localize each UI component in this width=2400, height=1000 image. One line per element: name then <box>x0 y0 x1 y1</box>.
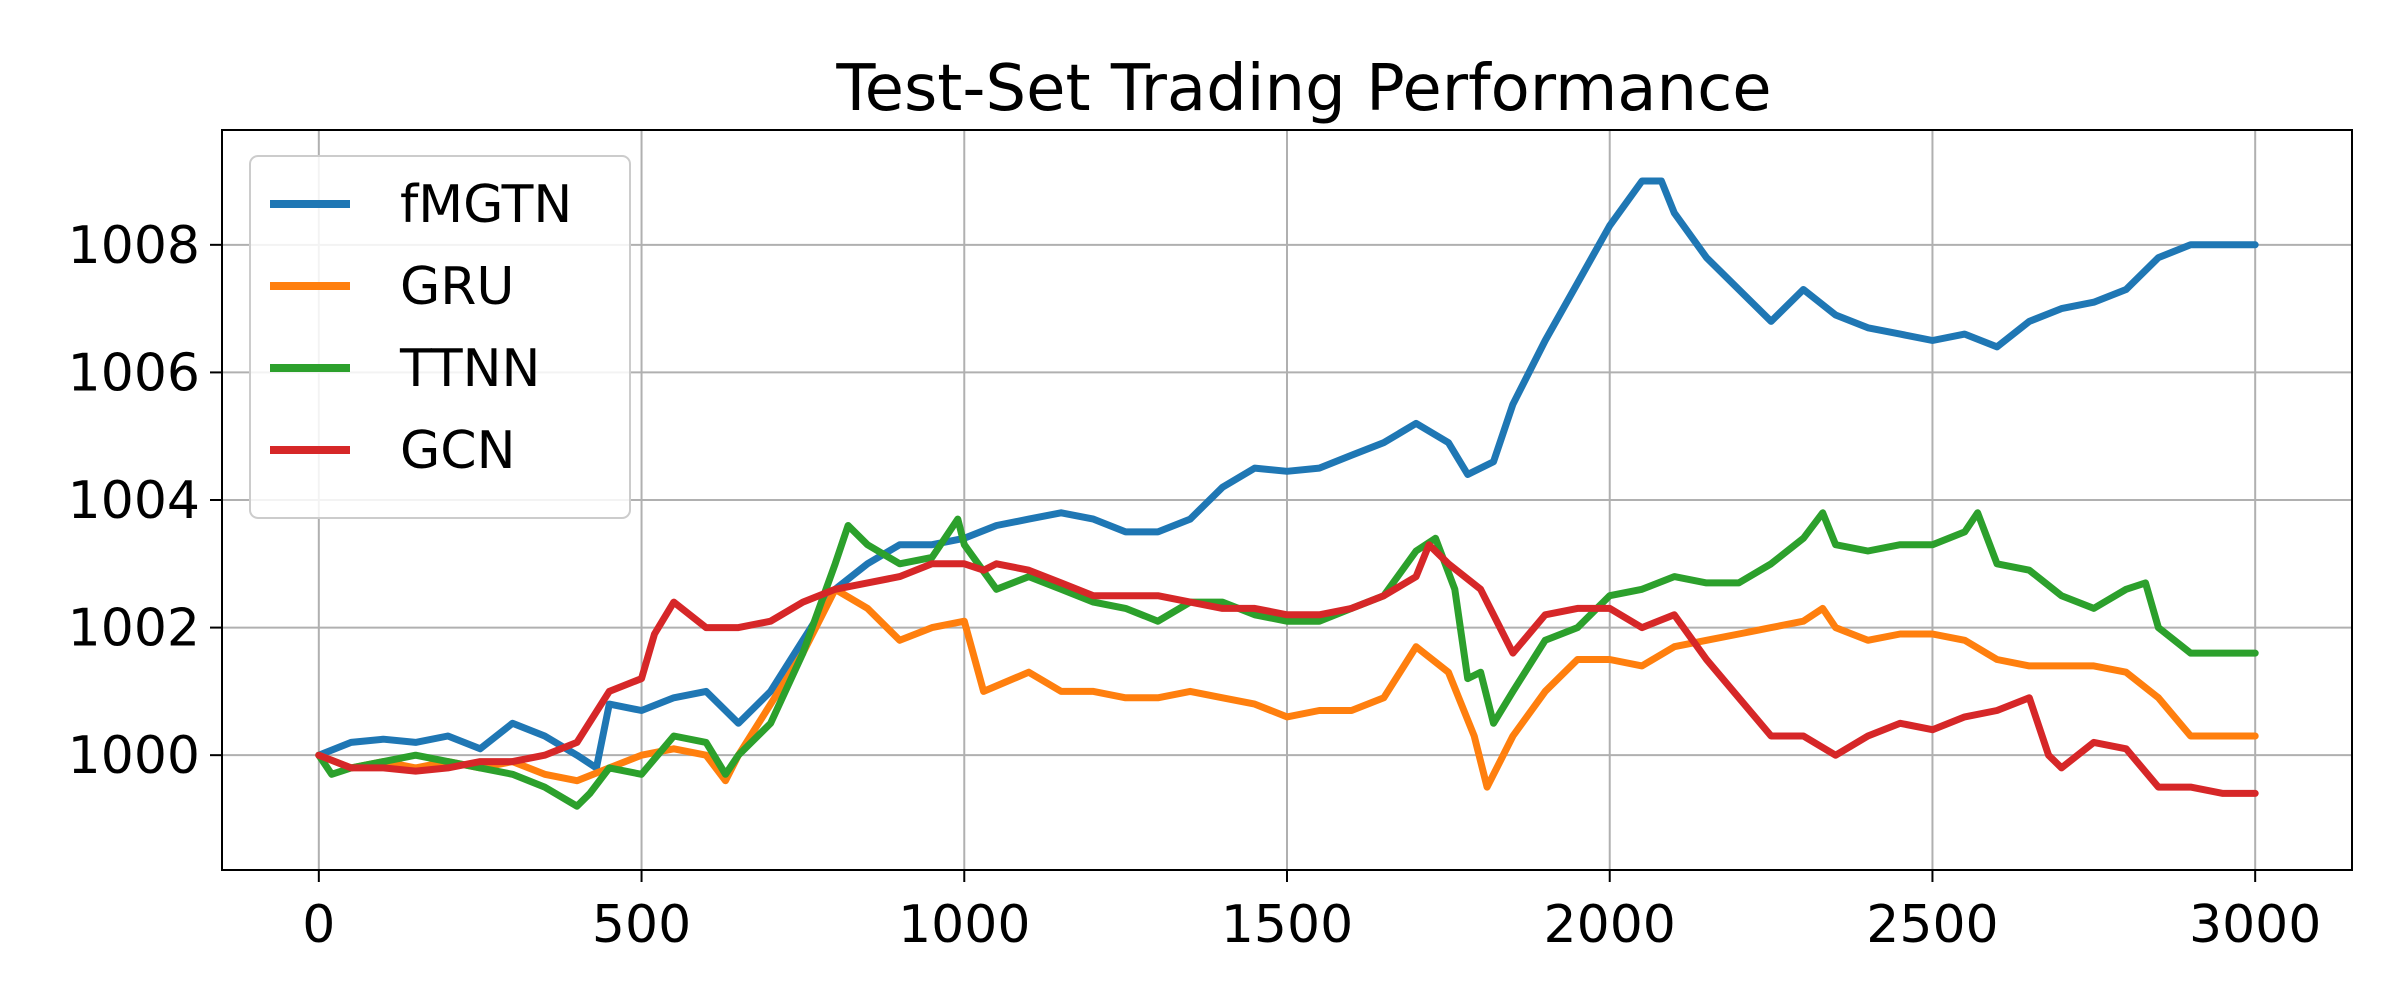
series-lines <box>315 177 2259 810</box>
x-tick-label: 1000 <box>898 895 1030 955</box>
x-tick-label: 2000 <box>1544 895 1676 955</box>
x-axis-ticks: 0 500 1000 1500 2000 2500 3000 <box>302 870 2321 955</box>
x-tick-label: 1500 <box>1221 895 1353 955</box>
series-line-gcn <box>315 541 2259 797</box>
chart-title: Test-Set Trading Performance <box>835 52 1771 126</box>
x-tick-label: 3000 <box>2189 895 2321 955</box>
x-tick-label: 0 <box>302 895 335 955</box>
x-tick-label: 2500 <box>1866 895 1998 955</box>
y-tick-label: 1002 <box>68 599 200 659</box>
legend: fMGTN GRU TTNN GCN <box>249 155 631 519</box>
legend-box <box>249 155 631 519</box>
legend-label-fmgtn: fMGTN <box>400 175 572 235</box>
series-line-ttnn <box>315 509 2259 810</box>
legend-label-gcn: GCN <box>400 421 516 481</box>
legend-label-gru: GRU <box>400 257 515 317</box>
y-tick-label: 1006 <box>68 343 200 403</box>
y-tick-label: 1008 <box>68 216 200 276</box>
series-line-fmgtn <box>315 177 2259 772</box>
legend-label-ttnn: TTNN <box>399 339 540 399</box>
y-axis-ticks: 1000 1002 1004 1006 1008 <box>68 216 222 786</box>
x-tick-label: 500 <box>592 895 691 955</box>
y-tick-label: 1004 <box>68 471 200 531</box>
y-tick-label: 1000 <box>68 726 200 786</box>
